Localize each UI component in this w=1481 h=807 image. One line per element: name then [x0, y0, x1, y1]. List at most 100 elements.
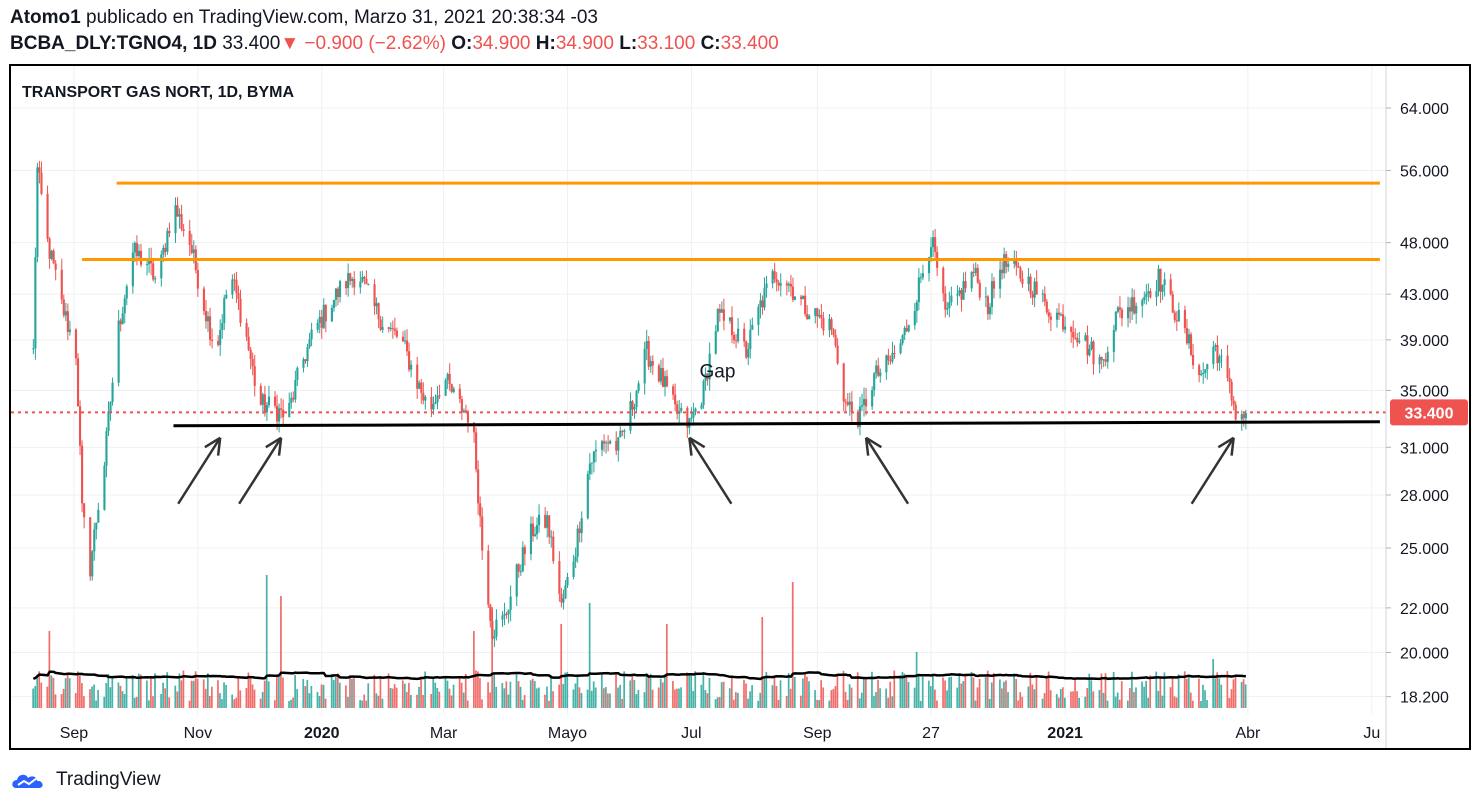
- candle-body: [154, 278, 157, 280]
- volume-bar: [986, 670, 989, 708]
- volume-bar: [231, 694, 234, 708]
- volume-bar: [915, 652, 918, 708]
- candle-body: [637, 383, 640, 391]
- candle-body: [777, 282, 780, 286]
- volume-bar: [946, 690, 948, 708]
- volume-bar: [765, 671, 768, 708]
- candle-body: [974, 267, 977, 273]
- volume-bar: [1031, 684, 1034, 708]
- x-tick-label: 2020: [304, 725, 340, 742]
- candle-body: [647, 340, 650, 367]
- candle-body: [523, 547, 526, 555]
- volume-bar: [1104, 673, 1107, 708]
- candle-body: [1118, 307, 1122, 310]
- candle-body: [332, 299, 335, 309]
- candle-body: [893, 352, 896, 354]
- volume-bar: [651, 689, 654, 708]
- volume-bar: [751, 685, 753, 708]
- candle-body: [842, 363, 845, 402]
- volume-bar: [377, 695, 380, 708]
- candle-body: [133, 242, 136, 253]
- volume-bar: [460, 682, 463, 708]
- candle-body: [990, 281, 994, 308]
- volume-bar: [645, 673, 648, 708]
- overlays: 33.400 Gap: [11, 181, 1468, 505]
- volume-bar: [1126, 700, 1129, 708]
- volume-bar: [251, 684, 254, 708]
- candle-body: [1157, 268, 1160, 292]
- candle-body: [54, 263, 57, 270]
- candle-body: [1098, 357, 1101, 365]
- candle-body: [290, 397, 293, 403]
- volume-bar: [93, 684, 95, 708]
- candle-body: [765, 283, 768, 289]
- chart-frame: [9, 64, 1471, 750]
- candle-body: [324, 304, 327, 322]
- volume-bar: [588, 603, 591, 708]
- volume-bar: [1076, 691, 1078, 708]
- volume-bar: [1169, 687, 1172, 708]
- candle-body: [119, 320, 122, 325]
- volume-bar: [424, 671, 426, 708]
- brand-name[interactable]: TradingView: [56, 769, 161, 790]
- candle-body: [946, 308, 949, 310]
- volume-bar: [960, 683, 963, 708]
- volume-bars: [32, 575, 1247, 708]
- volume-bar: [74, 693, 77, 708]
- volume-bar: [1029, 672, 1032, 708]
- candle-body: [903, 327, 906, 336]
- arrow-head: [688, 437, 693, 456]
- volume-bar: [921, 676, 924, 708]
- candle-body: [730, 317, 734, 336]
- candle-body: [578, 528, 581, 534]
- candle-body: [223, 298, 226, 324]
- volume-bar: [60, 694, 63, 708]
- volume-bar: [107, 673, 110, 708]
- candle-body: [759, 300, 762, 307]
- volume-bar: [162, 682, 164, 708]
- candle-body: [804, 295, 807, 315]
- candle-body: [444, 380, 447, 396]
- candles: [32, 160, 1247, 647]
- volume-bar: [318, 695, 321, 708]
- volume-bar: [690, 672, 693, 708]
- candle-body: [117, 320, 120, 383]
- candle-body: [944, 293, 947, 310]
- volume-bar: [436, 687, 439, 708]
- candle-body: [363, 276, 366, 279]
- volume-bar: [1064, 697, 1066, 708]
- volume-bar: [999, 679, 1001, 708]
- candle-body: [1114, 311, 1117, 331]
- open-value: 34.900: [472, 33, 531, 54]
- volume-bar: [349, 675, 351, 708]
- volume-bar: [566, 671, 569, 708]
- arrow-head: [277, 437, 283, 456]
- volume-bar: [907, 682, 910, 708]
- candle-body: [487, 550, 490, 605]
- candle-body: [64, 311, 67, 316]
- candle-body: [548, 515, 551, 537]
- candle-body: [489, 604, 492, 621]
- candle-body: [1072, 331, 1075, 338]
- candle-body: [245, 322, 248, 337]
- volume-bar: [137, 673, 140, 708]
- volume-bar: [208, 695, 211, 708]
- volume-bar: [1242, 679, 1245, 708]
- candle-body: [850, 401, 853, 412]
- candle-body: [617, 437, 620, 451]
- volume-bar: [491, 607, 493, 708]
- volume-bar: [196, 678, 199, 708]
- volume-bar: [416, 694, 418, 708]
- candle-body: [862, 399, 866, 406]
- candle-body: [351, 278, 354, 281]
- volume-bar: [1214, 678, 1217, 708]
- author-name[interactable]: Atomo1: [10, 7, 81, 28]
- candle-body: [607, 442, 610, 444]
- volume-bar: [487, 682, 489, 708]
- candle-body: [403, 340, 407, 342]
- volume-bar: [735, 692, 737, 708]
- volume-bar: [1161, 695, 1164, 708]
- candle-body: [1234, 404, 1237, 420]
- volume-bar: [38, 671, 41, 708]
